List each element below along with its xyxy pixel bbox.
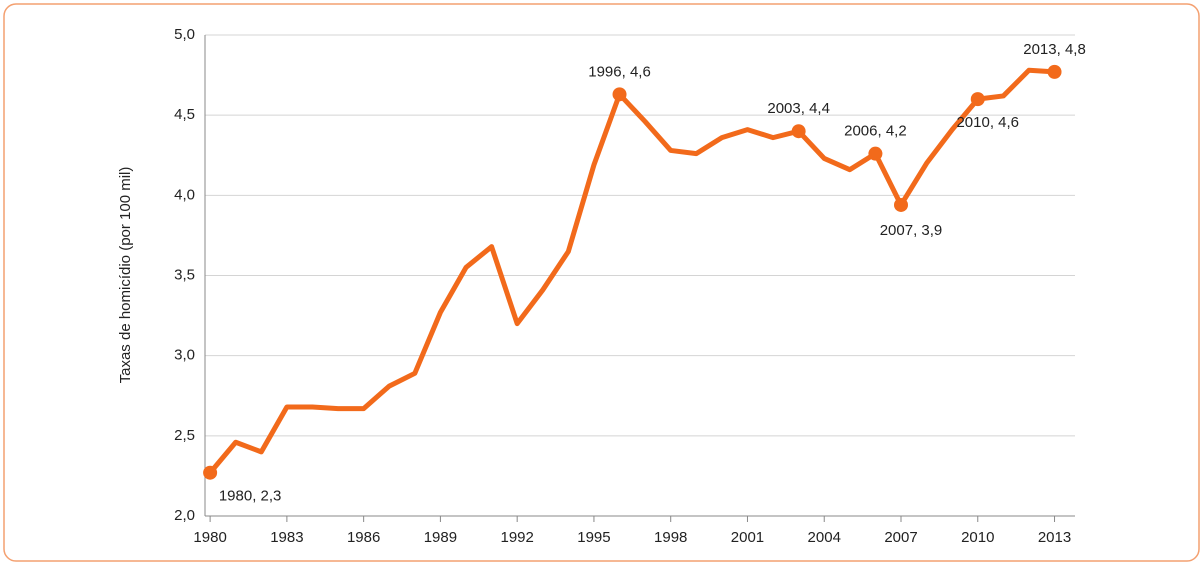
x-tick-label: 1995 <box>577 529 610 546</box>
x-tick-label: 1986 <box>347 529 380 546</box>
data-label: 2006, 4,2 <box>844 123 907 140</box>
y-tick-label: 5,0 <box>174 26 195 43</box>
data-point <box>1047 64 1062 79</box>
frame <box>3 3 1200 562</box>
y-tick-label: 2,0 <box>174 507 195 524</box>
data-label: 1980, 2,3 <box>219 488 282 505</box>
x-tick-label: 1983 <box>270 529 303 546</box>
data-point <box>612 87 627 102</box>
y-tick-label: 3,5 <box>174 266 195 283</box>
y-tick-label: 4,5 <box>174 106 195 123</box>
data-label: 2013, 4,8 <box>1023 41 1086 58</box>
data-label: 2003, 4,4 <box>767 100 830 117</box>
x-tick-label: 1992 <box>500 529 533 546</box>
x-tick-label: 2004 <box>808 529 841 546</box>
data-point <box>868 146 883 161</box>
x-tick-label: 1980 <box>193 529 226 546</box>
x-tick-label: 2007 <box>884 529 917 546</box>
y-axis-title: Taxas de homicídio (por 100 mil) <box>117 167 134 384</box>
data-label: 2010, 4,6 <box>956 114 1019 131</box>
data-point <box>203 465 218 480</box>
data-point <box>791 124 806 139</box>
y-tick-label: 4,0 <box>174 186 195 203</box>
data-point <box>970 92 985 107</box>
series-line <box>208 67 1055 475</box>
x-tick-label: 2013 <box>1038 529 1071 546</box>
data-label: 1996, 4,6 <box>588 63 651 80</box>
y-tick-label: 3,0 <box>174 347 195 364</box>
data-label: 2007, 3,9 <box>880 222 943 239</box>
data-point <box>894 197 908 212</box>
x-tick-label: 1998 <box>654 529 687 546</box>
x-tick-label: 2010 <box>961 529 994 546</box>
y-tick-label: 2,5 <box>174 427 195 444</box>
x-tick-label: 1989 <box>424 529 457 546</box>
x-tick-label: 2001 <box>731 529 764 546</box>
